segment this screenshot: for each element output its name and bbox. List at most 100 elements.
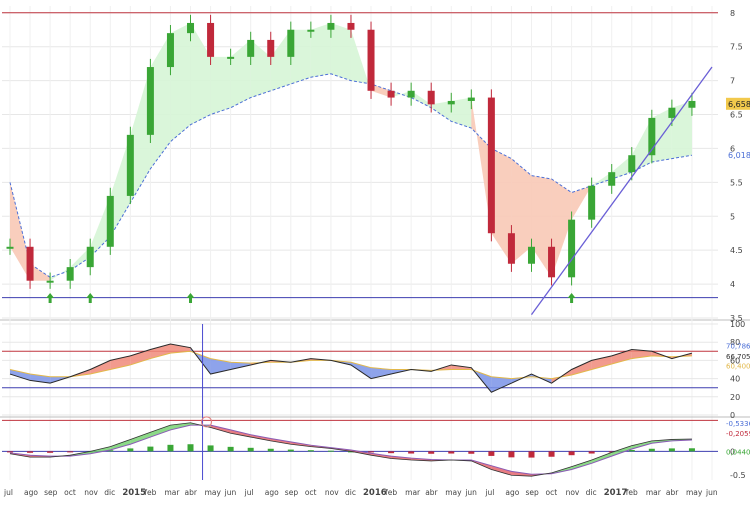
osc-tick-label: 0 xyxy=(730,447,735,456)
bearish-fill xyxy=(571,185,592,220)
x-tick-label: nov xyxy=(325,488,339,497)
bullish-fill xyxy=(631,117,652,173)
osc-fill-up xyxy=(571,459,592,470)
ema-value-label: 6,0180 xyxy=(728,151,750,160)
x-tick-label: jun xyxy=(224,488,237,497)
candle-body xyxy=(287,29,295,57)
osc-histogram-bar xyxy=(448,451,455,454)
bearish-fill xyxy=(10,182,31,281)
osc-histogram-bar xyxy=(368,451,375,453)
rsi-fill-down xyxy=(230,362,251,370)
bullish-fill xyxy=(70,246,91,271)
osc-histogram-bar xyxy=(528,451,535,458)
candle-body xyxy=(26,246,34,281)
candle-body xyxy=(447,100,455,105)
osc-histogram-bar xyxy=(388,451,395,454)
x-tick-label: mar xyxy=(646,488,662,497)
candle-body xyxy=(648,117,656,156)
osc-fill-up xyxy=(110,439,131,450)
osc-histogram-bar xyxy=(408,451,415,454)
osc-right-label: -0,5336 xyxy=(726,420,750,428)
bullish-fill xyxy=(451,97,472,129)
rsi-tick-label: 40 xyxy=(730,375,740,384)
osc-histogram-bar xyxy=(488,451,495,456)
osc-histogram-bar xyxy=(628,449,635,452)
osc-fill-up xyxy=(90,446,111,454)
osc-right-label: -0,2059 xyxy=(726,430,750,438)
osc-histogram-bar xyxy=(167,444,174,452)
candle-body xyxy=(467,97,475,101)
bullish-fill xyxy=(90,195,111,257)
osc-fill-down xyxy=(210,425,231,434)
candle-body xyxy=(207,22,215,57)
osc-histogram-bar xyxy=(428,451,435,454)
candle-body xyxy=(387,90,395,98)
rsi-signal-line xyxy=(9,350,692,380)
osc-fill-down xyxy=(371,453,392,459)
bullish-fill xyxy=(350,29,372,91)
osc-histogram-bar xyxy=(307,450,314,452)
current-price-badge xyxy=(726,97,750,110)
x-tick-label: feb xyxy=(385,488,397,497)
osc-histogram-bar xyxy=(608,451,615,453)
rsi-fill-down xyxy=(371,367,392,379)
x-tick-label: mar xyxy=(405,488,421,497)
candle-body xyxy=(507,233,515,264)
bullish-fill xyxy=(230,39,251,108)
candle-body xyxy=(106,195,114,247)
rsi-fill-up xyxy=(170,344,191,354)
osc-histogram-bar xyxy=(227,446,234,452)
bullish-fill xyxy=(150,33,171,169)
price-tick-label: 7 xyxy=(730,77,735,86)
candle-body xyxy=(608,172,616,186)
bullish-fill xyxy=(270,29,291,91)
osc-tick-label: -0.5 xyxy=(730,471,746,480)
candle-body xyxy=(407,90,415,98)
x-tick-label: oct xyxy=(305,488,317,497)
osc-histogram-bar xyxy=(107,450,114,452)
candle-body xyxy=(347,22,355,30)
candle-body xyxy=(146,67,154,135)
bullish-fill xyxy=(170,22,191,142)
x-tick-label: jul xyxy=(244,488,254,497)
bullish-fill xyxy=(250,39,271,98)
osc-histogram-bar xyxy=(187,444,194,452)
x-tick-label: abr xyxy=(185,488,198,497)
candle-body xyxy=(568,219,576,278)
candle-body xyxy=(668,107,676,118)
bearish-fill xyxy=(511,158,532,264)
x-tick-label: 2016 xyxy=(363,488,387,498)
osc-histogram-bar xyxy=(127,448,134,452)
x-tick-label: nov xyxy=(566,488,580,497)
osc-histogram-bar xyxy=(267,448,274,452)
rsi-line xyxy=(9,343,693,393)
x-tick-label: dic xyxy=(104,488,115,497)
candle-body xyxy=(86,246,94,268)
rsi-tick-label: 60 xyxy=(730,356,740,365)
osc-histogram-bar xyxy=(688,448,695,452)
osc-fill-down xyxy=(250,434,271,441)
x-tick-label: jul xyxy=(484,488,494,497)
current-price-label: 6,658 xyxy=(728,100,750,109)
x-tick-label: mar xyxy=(164,488,180,497)
rsi-fill-up xyxy=(611,349,632,365)
bullish-fill xyxy=(310,22,331,78)
bullish-fill xyxy=(190,22,211,125)
bearish-fill xyxy=(30,263,51,281)
bullish-fill xyxy=(330,22,351,81)
buy-signal-arrow xyxy=(186,293,195,303)
bearish-fill xyxy=(531,175,552,278)
x-tick-label: dic xyxy=(345,488,356,497)
price-tick-label: 5.5 xyxy=(730,178,743,187)
osc-histogram-bar xyxy=(468,451,475,454)
rsi-fill-down xyxy=(10,369,31,381)
rsi-fill-up xyxy=(150,344,171,359)
x-tick-label: jun xyxy=(464,488,477,497)
x-tick-label: may xyxy=(445,488,462,497)
buy-signal-arrow xyxy=(86,293,95,303)
osc-histogram-bar xyxy=(247,447,254,452)
